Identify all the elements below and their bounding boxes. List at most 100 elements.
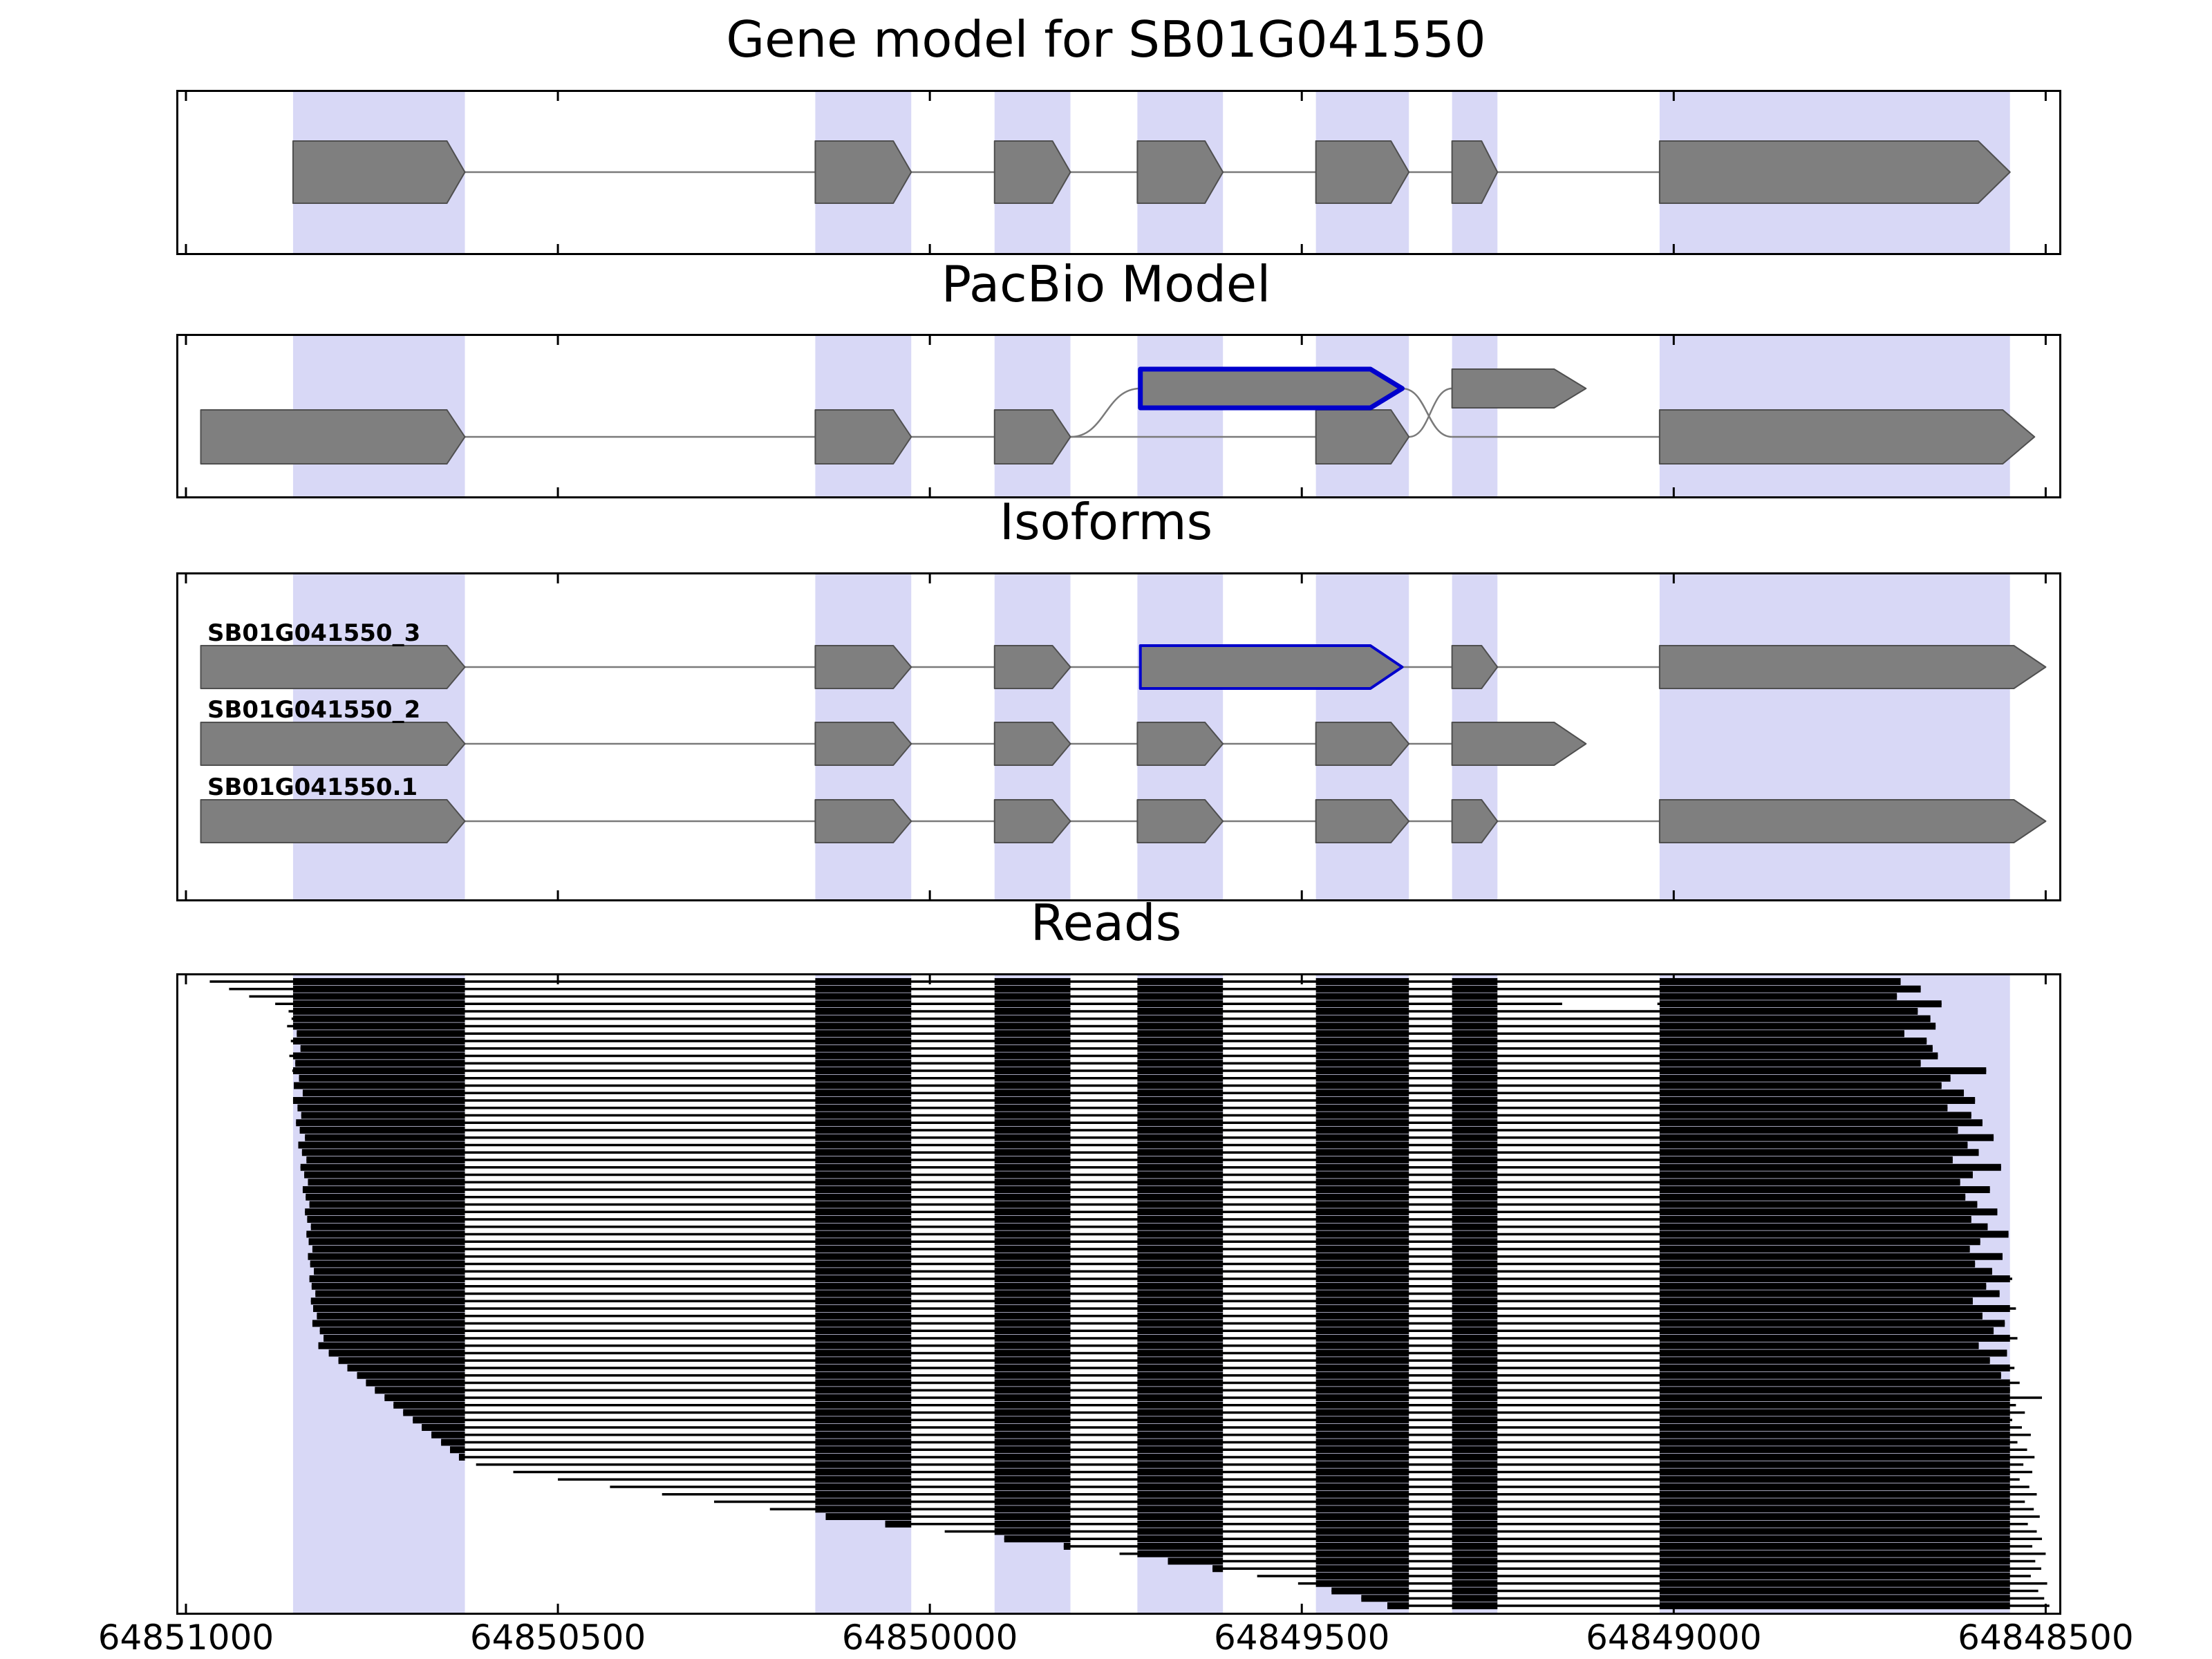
- read-exon-block: [1315, 1498, 1409, 1506]
- read-exon-block: [1659, 1550, 2010, 1557]
- read: [413, 1416, 2012, 1424]
- read-exon-block: [994, 1044, 1071, 1052]
- read: [301, 1149, 1979, 1156]
- read-exon-block: [1452, 1401, 1498, 1409]
- read-exon-block: [1137, 1038, 1224, 1044]
- read-exon-block: [1659, 1201, 1978, 1208]
- exon: [1315, 140, 1410, 204]
- read-exon-block: [306, 1193, 465, 1201]
- read: [513, 1468, 2033, 1476]
- read-exon-block: [994, 1275, 1071, 1282]
- read-exon-block: [1452, 1371, 1498, 1379]
- read: [302, 1186, 1990, 1193]
- read-exon-block: [314, 1268, 465, 1275]
- read-line: [301, 1114, 1971, 1117]
- read-exon-block: [1659, 1008, 1918, 1015]
- read-exon-block: [1452, 1565, 1498, 1573]
- read-exon-block: [357, 1371, 465, 1379]
- read-exon-block: [994, 1127, 1071, 1134]
- read-exon-block: [1137, 1201, 1224, 1208]
- read-exon-block: [1452, 1550, 1498, 1557]
- read-exon-block: [994, 1074, 1071, 1082]
- read-exon-block: [1137, 1156, 1224, 1163]
- read: [301, 1112, 1971, 1119]
- read-exon-block: [318, 1342, 465, 1349]
- exon: [200, 645, 466, 689]
- read-exon-block: [1137, 1446, 1224, 1454]
- exon: [814, 140, 912, 204]
- read-exon-block: [1452, 1468, 1498, 1476]
- read-exon-block: [1659, 978, 1901, 985]
- read-exon-block: [1137, 1371, 1224, 1379]
- read: [1361, 1595, 2045, 1602]
- read-exon-block: [1361, 1595, 1409, 1602]
- read-exon-block: [1659, 1379, 2010, 1387]
- read-exon-block: [450, 1446, 465, 1454]
- read-exon-block: [1137, 1082, 1224, 1089]
- read: [450, 1446, 2027, 1454]
- read-exon-block: [1659, 1119, 1983, 1127]
- read-exon-block: [1137, 1379, 1224, 1387]
- read-exon-block: [1452, 1171, 1498, 1179]
- read-exon-block: [1137, 1223, 1224, 1230]
- read-exon-block: [815, 1371, 912, 1379]
- read-exon-block: [815, 1246, 912, 1253]
- read-exon-block: [1659, 1365, 2010, 1371]
- read-exon-block: [994, 1052, 1071, 1060]
- read-exon-block: [994, 1379, 1071, 1387]
- read-exon-block: [1659, 1097, 1976, 1104]
- read-exon-block: [1452, 1297, 1498, 1305]
- read-exon-block: [338, 1357, 465, 1365]
- read-exon-block: [994, 1438, 1071, 1446]
- read-exon-block: [815, 1216, 912, 1223]
- read-exon-block: [815, 1327, 912, 1335]
- read-exon-block: [302, 1089, 465, 1097]
- read: [310, 1260, 1976, 1268]
- read-exon-block: [1137, 1030, 1224, 1038]
- read-exon-block: [815, 1342, 912, 1349]
- read-exon-block: [1137, 1171, 1224, 1179]
- read-exon-block: [994, 1387, 1071, 1394]
- read: [300, 1044, 1933, 1052]
- read-exon-block: [1315, 1335, 1409, 1342]
- read-exon-block: [815, 1401, 912, 1409]
- highlight-band: [1452, 334, 1498, 498]
- read-exon-block: [1315, 1513, 1409, 1520]
- read-exon-block: [1315, 1052, 1409, 1060]
- read-exon-block: [815, 1461, 912, 1468]
- read-exon-block: [324, 1335, 465, 1342]
- read-exon-block: [1315, 1290, 1409, 1297]
- read-exon-block: [295, 1060, 465, 1067]
- read: [458, 1454, 2035, 1461]
- exon: [993, 799, 1071, 843]
- read-exon-block: [297, 1104, 465, 1112]
- read-exon-block: [304, 1171, 465, 1179]
- read-exon-block: [306, 1230, 465, 1238]
- panel-border: [176, 973, 2061, 1615]
- read-exon-block: [317, 1312, 465, 1320]
- read-exon-block: [1137, 1438, 1224, 1446]
- read-exon-block: [1137, 1476, 1224, 1483]
- read-exon-block: [1452, 1193, 1498, 1201]
- read-exon-block: [994, 1216, 1071, 1223]
- read-exon-block: [1137, 1490, 1224, 1498]
- read-exon-block: [815, 1238, 912, 1246]
- read-exon-block: [1315, 1008, 1409, 1015]
- read-exon-block: [1452, 1557, 1498, 1565]
- read-exon-block: [1659, 985, 1921, 993]
- read-exon-block: [1315, 1097, 1409, 1104]
- read-exon-block: [1315, 1431, 1409, 1438]
- read-exon-block: [1137, 1506, 1224, 1513]
- read-exon-block: [1315, 1365, 1409, 1371]
- read-exon-block: [375, 1387, 465, 1394]
- read-exon-block: [1452, 978, 1498, 985]
- read-exon-block: [994, 1431, 1071, 1438]
- read-exon-block: [1452, 1379, 1498, 1387]
- read-exon-block: [1137, 1335, 1224, 1342]
- read-exon-block: [815, 1134, 912, 1141]
- read-exon-block: [815, 1446, 912, 1454]
- read-exon-block: [815, 1179, 912, 1186]
- read-exon-block: [1452, 1208, 1498, 1216]
- read-line: [297, 1032, 1904, 1035]
- read-exon-block: [319, 1327, 465, 1335]
